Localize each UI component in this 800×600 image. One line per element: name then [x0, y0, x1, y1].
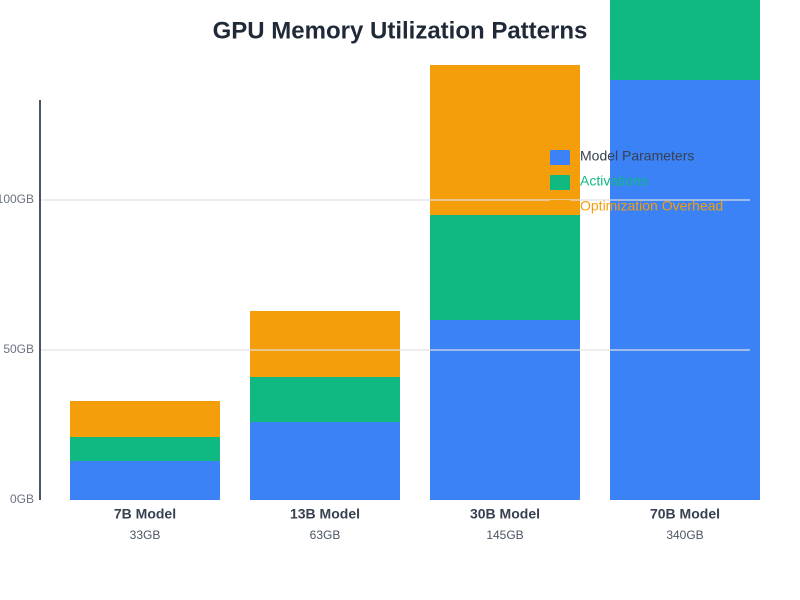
bar-segment — [610, 0, 760, 80]
bar-segment — [70, 436, 220, 461]
x-tick-label: 30B Model — [470, 506, 540, 522]
legend-swatch — [550, 200, 570, 215]
bar-segment — [250, 376, 400, 422]
x-tick-sublabel: 63GB — [310, 528, 341, 542]
y-tick-label: 50GB — [3, 342, 34, 356]
y-tick-label: 100GB — [0, 192, 34, 206]
chart-title: GPU Memory Utilization Patterns — [213, 17, 588, 44]
x-tick-sublabel: 145GB — [486, 528, 523, 542]
bar-segment — [70, 400, 220, 437]
legend-label: Activations — [580, 173, 648, 189]
bar-segment — [430, 214, 580, 320]
bar-segment — [430, 319, 580, 500]
legend-label: Model Parameters — [580, 148, 694, 164]
x-tick-label: 13B Model — [290, 506, 360, 522]
bar-segment — [70, 460, 220, 500]
x-tick-sublabel: 340GB — [666, 528, 703, 542]
bar-segment — [250, 310, 400, 377]
x-tick-label: 70B Model — [650, 506, 720, 522]
legend-swatch — [550, 175, 570, 190]
legend-swatch — [550, 150, 570, 165]
legend-label: Optimization Overhead — [580, 198, 723, 214]
bar-segment — [610, 79, 760, 500]
bar-segment — [430, 64, 580, 215]
x-tick-sublabel: 33GB — [130, 528, 161, 542]
y-tick-label: 0GB — [10, 492, 34, 506]
x-tick-label: 7B Model — [114, 506, 176, 522]
bar-segment — [250, 421, 400, 500]
